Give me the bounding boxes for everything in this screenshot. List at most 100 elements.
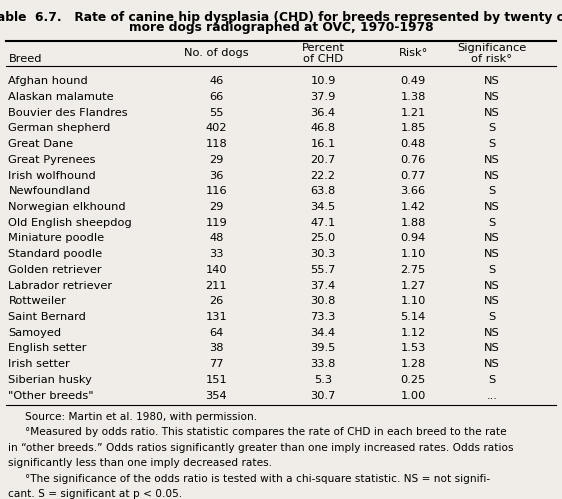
Text: 0.48: 0.48 — [401, 139, 425, 149]
Text: 2.75: 2.75 — [401, 265, 425, 275]
Text: NS: NS — [484, 92, 500, 102]
Text: cant. S = significant at p < 0.05.: cant. S = significant at p < 0.05. — [8, 489, 183, 499]
Text: 26: 26 — [209, 296, 224, 306]
Text: Bouvier des Flandres: Bouvier des Flandres — [8, 108, 128, 118]
Text: 0.76: 0.76 — [401, 155, 425, 165]
Text: Samoyed: Samoyed — [8, 328, 62, 338]
Text: NS: NS — [484, 280, 500, 290]
Text: 66: 66 — [209, 92, 224, 102]
Text: Great Dane: Great Dane — [8, 139, 74, 149]
Text: 33: 33 — [209, 249, 224, 259]
Text: S: S — [488, 139, 495, 149]
Text: 22.2: 22.2 — [311, 171, 336, 181]
Text: 5.14: 5.14 — [401, 312, 425, 322]
Text: 1.10: 1.10 — [400, 249, 426, 259]
Text: 0.77: 0.77 — [400, 171, 426, 181]
Text: "Other breeds": "Other breeds" — [8, 391, 94, 401]
Text: 30.7: 30.7 — [310, 391, 336, 401]
Text: NS: NS — [484, 234, 500, 244]
Text: 37.4: 37.4 — [311, 280, 336, 290]
Text: 0.49: 0.49 — [401, 76, 425, 86]
Text: Source: Martin et al. 1980, with permission.: Source: Martin et al. 1980, with permiss… — [25, 412, 257, 422]
Text: NS: NS — [484, 328, 500, 338]
Text: 46: 46 — [209, 76, 224, 86]
Text: 131: 131 — [206, 312, 227, 322]
Text: Norwegian elkhound: Norwegian elkhound — [8, 202, 126, 212]
Text: 48: 48 — [209, 234, 224, 244]
Text: 37.9: 37.9 — [310, 92, 336, 102]
Text: 33.8: 33.8 — [310, 359, 336, 369]
Text: 116: 116 — [206, 186, 227, 196]
Text: 47.1: 47.1 — [311, 218, 336, 228]
Text: NS: NS — [484, 343, 500, 353]
Text: 36.4: 36.4 — [311, 108, 336, 118]
Text: 29: 29 — [209, 202, 224, 212]
Text: 30.8: 30.8 — [310, 296, 336, 306]
Text: 34.4: 34.4 — [311, 328, 336, 338]
Text: NS: NS — [484, 249, 500, 259]
Text: NS: NS — [484, 155, 500, 165]
Text: more dogs radiographed at OVC, 1970-1978: more dogs radiographed at OVC, 1970-1978 — [129, 21, 433, 34]
Text: 402: 402 — [206, 123, 227, 133]
Text: Old English sheepdog: Old English sheepdog — [8, 218, 132, 228]
Text: NS: NS — [484, 359, 500, 369]
Text: Labrador retriever: Labrador retriever — [8, 280, 112, 290]
Text: 10.9: 10.9 — [310, 76, 336, 86]
Text: 5.3: 5.3 — [314, 375, 332, 385]
Text: 64: 64 — [209, 328, 224, 338]
Text: 118: 118 — [206, 139, 227, 149]
Text: Alaskan malamute: Alaskan malamute — [8, 92, 114, 102]
Text: 25.0: 25.0 — [311, 234, 336, 244]
Text: 20.7: 20.7 — [311, 155, 336, 165]
Text: German shepherd: German shepherd — [8, 123, 111, 133]
Text: 55: 55 — [209, 108, 224, 118]
Text: Risk°: Risk° — [398, 48, 428, 58]
Text: Saint Bernard: Saint Bernard — [8, 312, 87, 322]
Text: Significance
of risk°: Significance of risk° — [457, 42, 527, 64]
Text: ...: ... — [486, 391, 497, 401]
Text: 0.94: 0.94 — [401, 234, 425, 244]
Text: significantly less than one imply decreased rates.: significantly less than one imply decrea… — [8, 458, 273, 469]
Text: °Measured by odds ratio. This statistic compares the rate of CHD in each breed t: °Measured by odds ratio. This statistic … — [25, 427, 507, 438]
Text: Table  6.7.   Rate of canine hip dysplasia (CHD) for breeds represented by twent: Table 6.7. Rate of canine hip dysplasia … — [0, 11, 562, 24]
Text: 46.8: 46.8 — [311, 123, 336, 133]
Text: Percent
of CHD: Percent of CHD — [302, 42, 345, 64]
Text: S: S — [488, 123, 495, 133]
Text: S: S — [488, 265, 495, 275]
Text: 3.66: 3.66 — [401, 186, 425, 196]
Text: Golden retriever: Golden retriever — [8, 265, 102, 275]
Text: 77: 77 — [209, 359, 224, 369]
Text: 1.00: 1.00 — [400, 391, 426, 401]
Text: in “other breeds.” Odds ratios significantly greater than one imply increased ra: in “other breeds.” Odds ratios significa… — [8, 443, 514, 453]
Text: 1.88: 1.88 — [400, 218, 426, 228]
Text: Newfoundland: Newfoundland — [8, 186, 90, 196]
Text: 73.3: 73.3 — [310, 312, 336, 322]
Text: 211: 211 — [206, 280, 227, 290]
Text: Afghan hound: Afghan hound — [8, 76, 88, 86]
Text: Siberian husky: Siberian husky — [8, 375, 92, 385]
Text: Great Pyrenees: Great Pyrenees — [8, 155, 96, 165]
Text: S: S — [488, 375, 495, 385]
Text: S: S — [488, 186, 495, 196]
Text: 1.28: 1.28 — [401, 359, 425, 369]
Text: 1.12: 1.12 — [401, 328, 425, 338]
Text: Standard poodle: Standard poodle — [8, 249, 102, 259]
Text: 34.5: 34.5 — [311, 202, 336, 212]
Text: Irish setter: Irish setter — [8, 359, 70, 369]
Text: English setter: English setter — [8, 343, 87, 353]
Text: Rottweiler: Rottweiler — [8, 296, 66, 306]
Text: NS: NS — [484, 202, 500, 212]
Text: NS: NS — [484, 108, 500, 118]
Text: S: S — [488, 218, 495, 228]
Text: 354: 354 — [206, 391, 227, 401]
Text: 39.5: 39.5 — [310, 343, 336, 353]
Text: NS: NS — [484, 76, 500, 86]
Text: 1.85: 1.85 — [400, 123, 426, 133]
Text: S: S — [488, 312, 495, 322]
Text: 1.38: 1.38 — [400, 92, 426, 102]
Text: Miniature poodle: Miniature poodle — [8, 234, 105, 244]
Text: 63.8: 63.8 — [311, 186, 336, 196]
Text: NS: NS — [484, 171, 500, 181]
Text: °The significance of the odds ratio is tested with a chi-square statistic. NS = : °The significance of the odds ratio is t… — [25, 474, 491, 484]
Text: 36: 36 — [209, 171, 224, 181]
